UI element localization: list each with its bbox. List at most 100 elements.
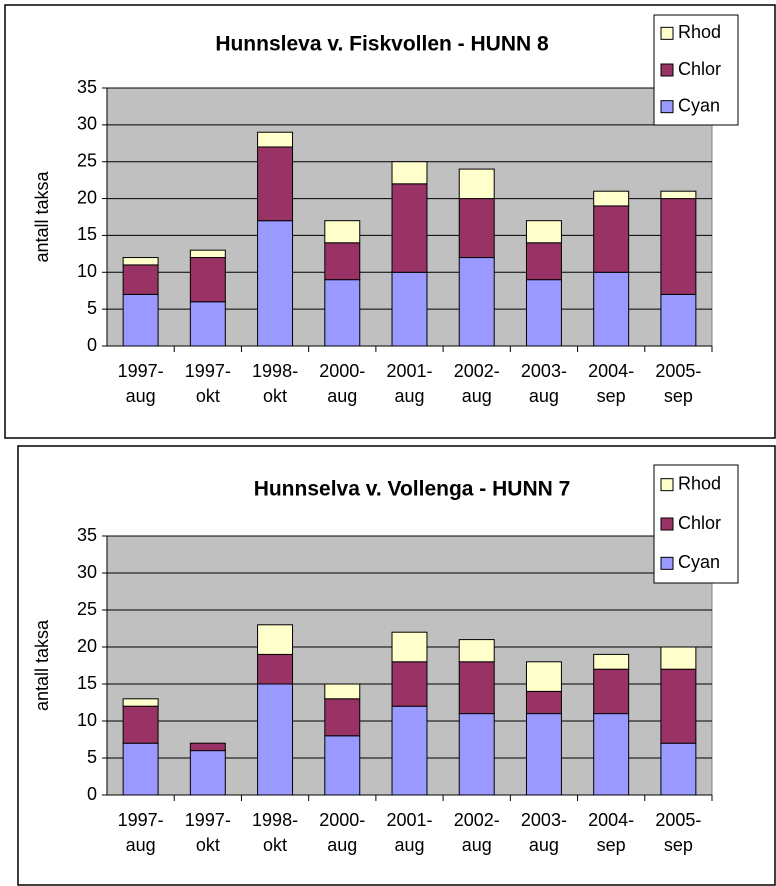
y-tick-label: 20: [77, 187, 97, 207]
bar-segment: [324, 220, 361, 244]
x-tick-label: 2000-: [319, 810, 365, 830]
bar-segment: [660, 198, 697, 295]
bar-segment: [189, 249, 226, 259]
bar-segment: [660, 646, 697, 670]
x-tick-label: 2000-: [319, 361, 365, 381]
x-tick-label: aug: [394, 835, 424, 855]
bar-segment: [593, 668, 630, 715]
y-tick-label: 15: [77, 673, 97, 693]
y-tick-label: 5: [87, 747, 97, 767]
bar-segment: [391, 661, 428, 707]
bar-segment: [324, 683, 361, 700]
x-tick-label: 1997-: [118, 361, 164, 381]
x-tick-label: 2001-: [386, 361, 432, 381]
bar-segment: [593, 713, 630, 796]
x-tick-label: aug: [327, 386, 357, 406]
x-tick-label: okt: [196, 386, 220, 406]
bar-segment: [593, 653, 630, 670]
x-tick-label: sep: [664, 386, 693, 406]
bar-segment: [257, 131, 294, 148]
bar-segment: [324, 735, 361, 796]
legend-label: Rhod: [678, 473, 721, 493]
y-tick-label: 5: [87, 298, 97, 318]
bar-segment: [122, 257, 159, 266]
bar-segment: [458, 168, 495, 200]
x-tick-label: okt: [196, 835, 220, 855]
legend-swatch: [660, 100, 674, 114]
x-tick-label: sep: [597, 835, 626, 855]
bar-segment: [525, 220, 562, 244]
y-tick-label: 20: [77, 636, 97, 656]
y-tick-label: 0: [87, 784, 97, 804]
bar-segment: [324, 242, 361, 281]
bar-segment: [593, 205, 630, 273]
bar-segment: [122, 742, 159, 796]
bar-segment: [660, 293, 697, 347]
bar-segment: [525, 242, 562, 281]
x-tick-label: 1997-: [185, 361, 231, 381]
y-tick-label: 30: [77, 562, 97, 582]
x-tick-label: 2003-: [521, 810, 567, 830]
bar-segment: [122, 698, 159, 707]
bar-segment: [391, 161, 428, 185]
y-tick-label: 25: [77, 599, 97, 619]
bar-segment: [525, 661, 562, 692]
chart-title: Hunnsleva v. Fiskvollen - HUNN 8: [215, 33, 549, 56]
x-tick-label: 1997-: [118, 810, 164, 830]
x-tick-label: okt: [263, 386, 287, 406]
x-tick-label: aug: [529, 835, 559, 855]
bar-segment: [189, 257, 226, 303]
bar-segment: [257, 683, 294, 796]
x-tick-label: aug: [126, 386, 156, 406]
bar-segment: [660, 742, 697, 796]
x-tick-label: 1998-: [252, 810, 298, 830]
x-tick-label: sep: [664, 835, 693, 855]
bar-segment: [391, 705, 428, 796]
legend-label: Chlor: [678, 59, 721, 79]
legend-swatch: [660, 556, 674, 570]
bar-segment: [458, 713, 495, 796]
y-tick-label: 30: [77, 114, 97, 134]
y-tick-label: 35: [77, 525, 97, 545]
legend-swatch: [660, 26, 674, 40]
bar-segment: [391, 631, 428, 663]
bar-segment: [324, 279, 361, 347]
x-tick-label: 2004-: [588, 810, 634, 830]
bar-segment: [593, 190, 630, 207]
bar-segment: [189, 750, 226, 796]
bar-segment: [122, 264, 159, 295]
x-tick-label: 2004-: [588, 361, 634, 381]
bar-segment: [458, 639, 495, 663]
bar-segment: [189, 301, 226, 347]
bar-segment: [525, 279, 562, 347]
x-tick-label: 2005-: [655, 361, 701, 381]
bar-segment: [189, 742, 226, 752]
y-tick-label: 25: [77, 150, 97, 170]
x-tick-label: 2005-: [655, 810, 701, 830]
bar-segment: [660, 668, 697, 744]
x-tick-label: 2002-: [454, 361, 500, 381]
bar-segment: [122, 705, 159, 744]
bar-segment: [122, 293, 159, 347]
legend-label: Cyan: [678, 95, 720, 115]
y-tick-label: 35: [77, 77, 97, 97]
bar-segment: [458, 198, 495, 259]
x-tick-label: 2002-: [454, 810, 500, 830]
y-tick-label: 10: [77, 710, 97, 730]
x-tick-label: 2003-: [521, 361, 567, 381]
bar-segment: [391, 183, 428, 273]
bar-segment: [660, 190, 697, 200]
y-tick-label: 10: [77, 261, 97, 281]
y-tick-label: 0: [87, 335, 97, 355]
legend-label: Chlor: [678, 513, 721, 533]
x-tick-label: aug: [462, 386, 492, 406]
bar-segment: [458, 257, 495, 347]
legend-swatch: [660, 63, 674, 77]
bar-segment: [458, 661, 495, 715]
bar-segment: [257, 624, 294, 655]
x-tick-label: aug: [126, 835, 156, 855]
bar-segment: [525, 690, 562, 715]
bar-segment: [257, 220, 294, 347]
x-tick-label: aug: [327, 835, 357, 855]
